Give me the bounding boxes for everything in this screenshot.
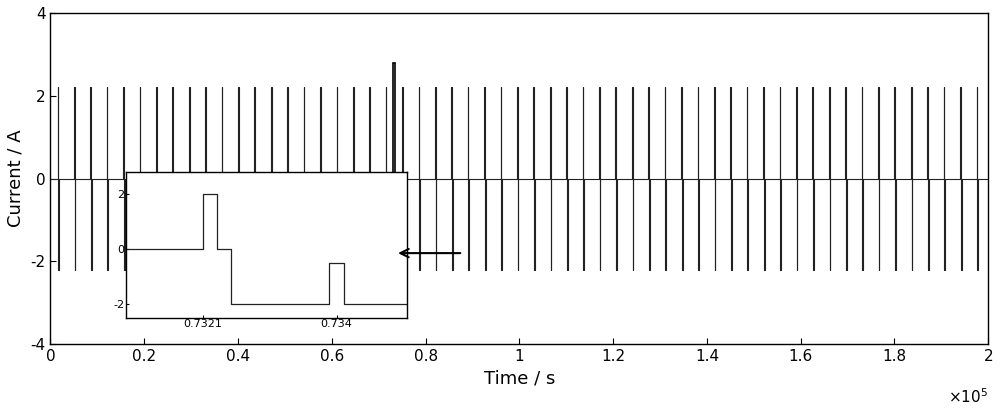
Bar bbox=[393, 62, 395, 295]
Y-axis label: Current / A: Current / A bbox=[7, 130, 25, 227]
X-axis label: Time / s: Time / s bbox=[484, 369, 555, 388]
Text: $\times10^5$: $\times10^5$ bbox=[948, 387, 988, 406]
